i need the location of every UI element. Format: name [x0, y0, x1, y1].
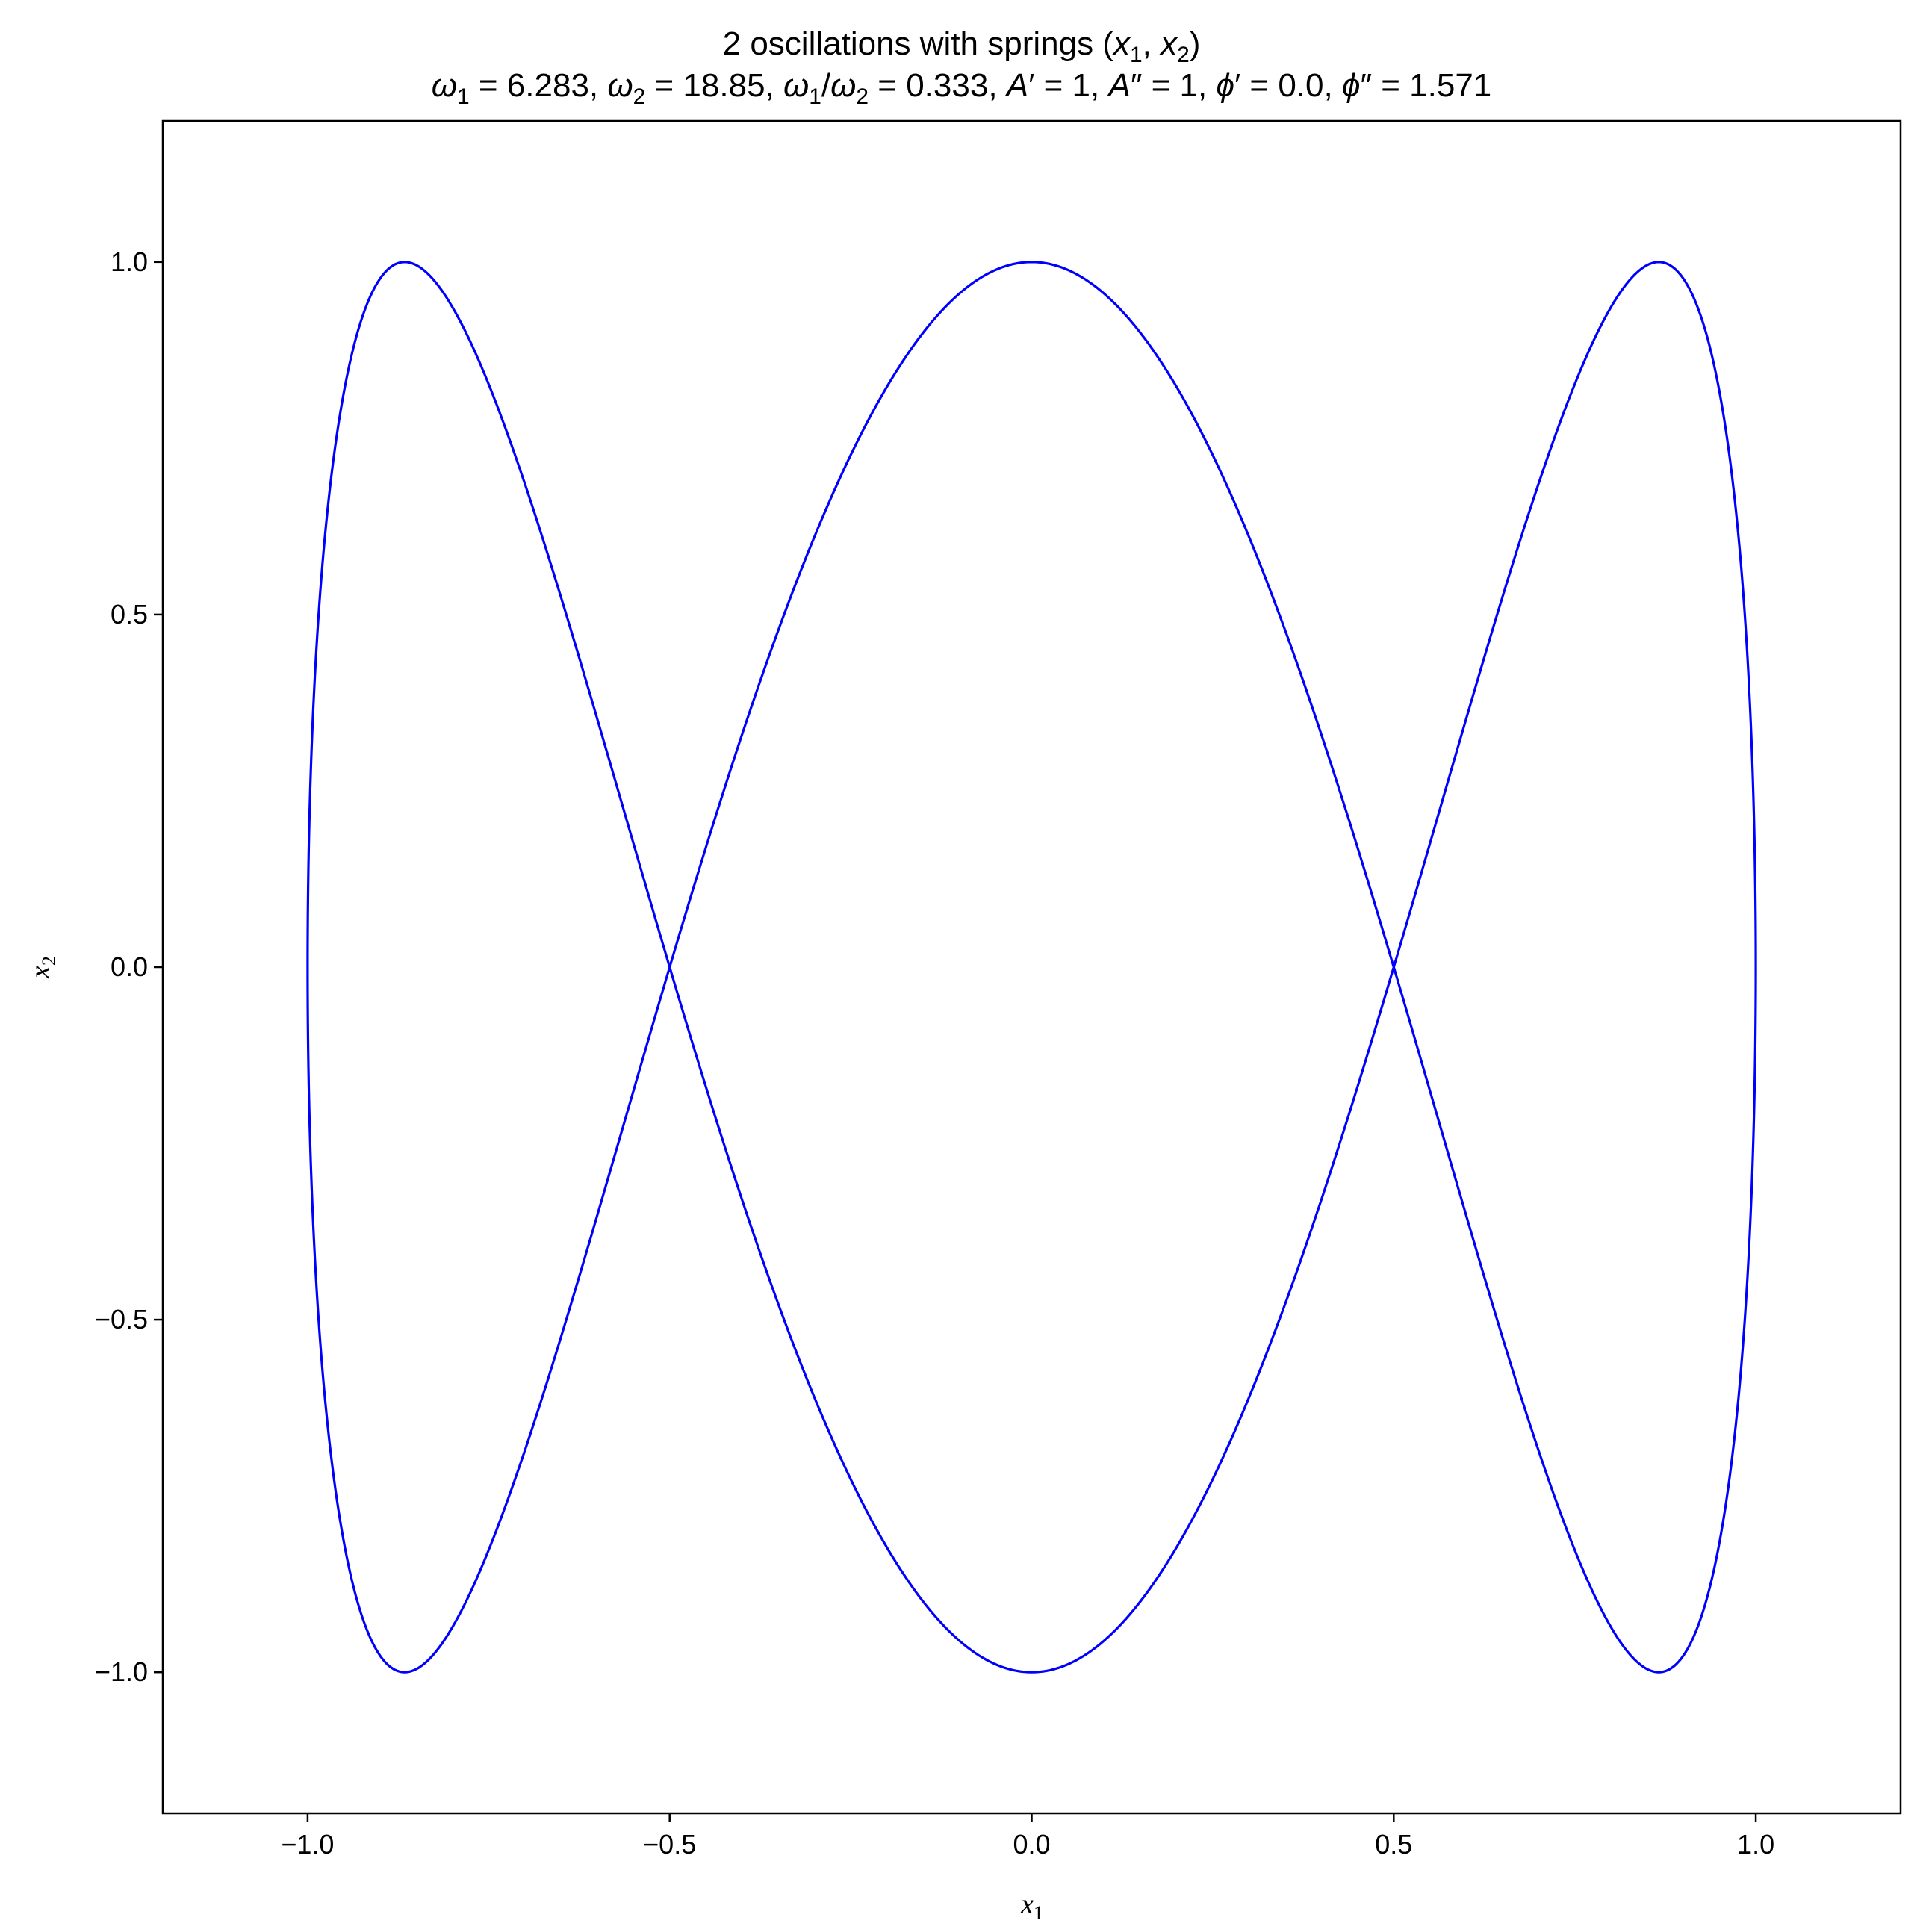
x-tick-label: −0.5: [643, 1829, 696, 1860]
chart-title: 2 oscillations with springs (x1, x2): [0, 25, 1923, 68]
x-tick-label: −1.0: [281, 1829, 334, 1860]
y-axis-label: x2: [25, 956, 60, 979]
series-line: [306, 261, 1757, 1674]
x-axis-label: x1: [1020, 1889, 1043, 1924]
x-tick-label: 0.5: [1375, 1829, 1412, 1860]
chart-title-text: 2 oscillations with springs (x1, x2): [722, 25, 1201, 67]
curve-layer: [306, 261, 1757, 1674]
y-tick-label: −1.0: [95, 1656, 148, 1687]
y-tick-label: 0.5: [111, 599, 148, 630]
y-tick-label: −0.5: [95, 1304, 148, 1335]
y-axis: −1.0 −0.5 0.0 0.5 1.0: [95, 246, 163, 1687]
chart-subtitle: ω1 = 6.283, ω2 = 18.85, ω1/ω2 = 0.333, A…: [0, 67, 1923, 110]
x-tick-label: 1.0: [1737, 1829, 1774, 1860]
y-tick-label: 1.0: [111, 246, 148, 277]
axes-frame: [161, 119, 1902, 1815]
x-axis: −1.0 −0.5 0.0 0.5 1.0: [281, 1813, 1774, 1860]
chart-subtitle-text: ω1 = 6.283, ω2 = 18.85, ω1/ω2 = 0.333, A…: [431, 67, 1492, 109]
x-tick-label: 0.0: [1013, 1829, 1050, 1860]
y-tick-label: 0.0: [111, 951, 148, 982]
